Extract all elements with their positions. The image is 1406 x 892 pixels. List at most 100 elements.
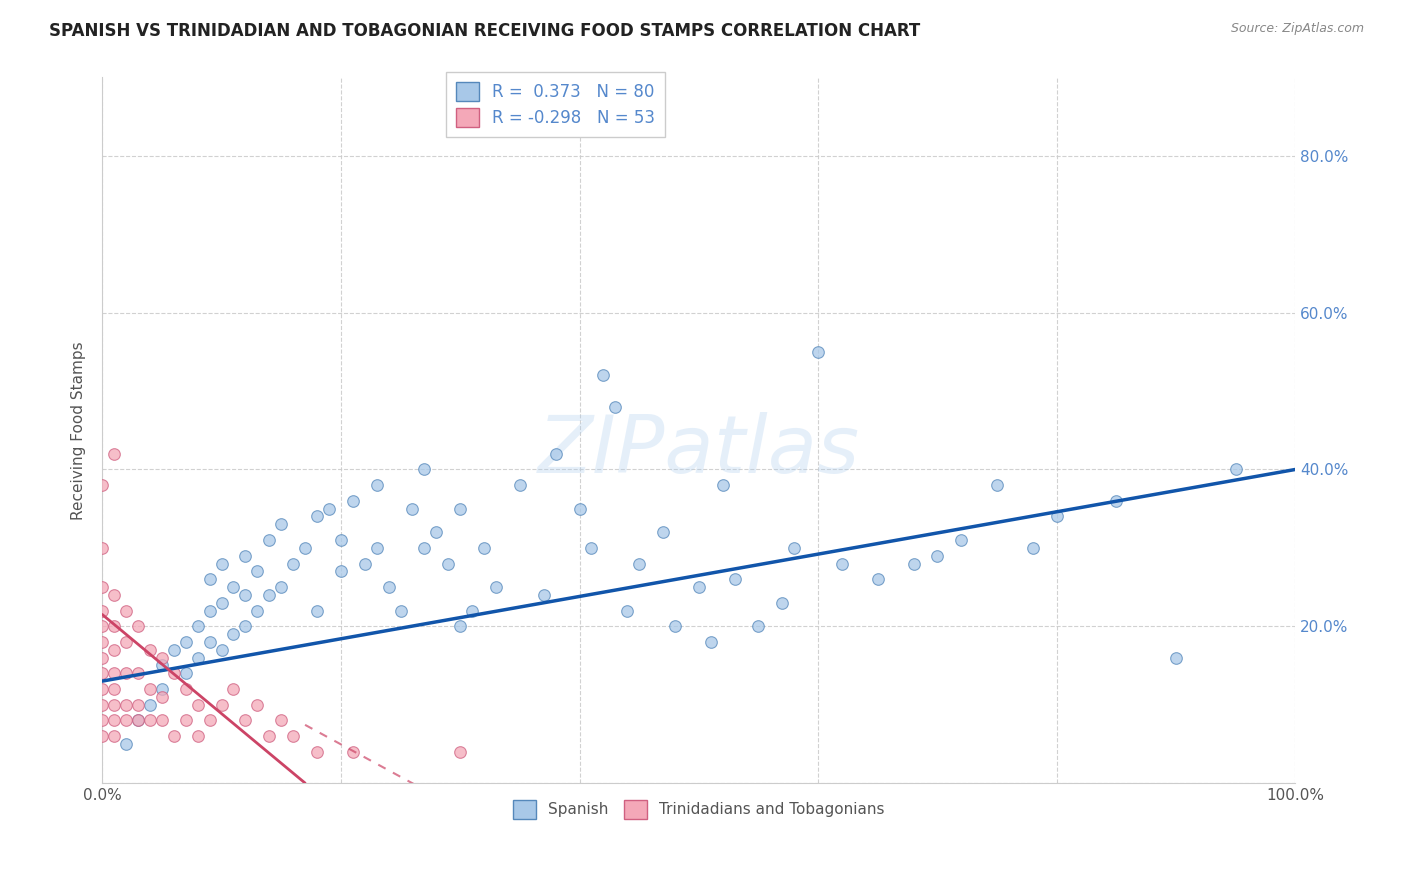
Point [127,619,149,633]
Point [270,714,292,728]
Point [377,580,399,594]
Point [139,698,162,712]
Point [259,588,281,602]
Point [91,650,114,665]
Text: SPANISH VS TRINIDADIAN AND TOBAGONIAN RECEIVING FOOD STAMPS CORRELATION CHART: SPANISH VS TRINIDADIAN AND TOBAGONIAN RE… [49,22,921,40]
Legend: Spanish, Trinidadians and Tobagonians: Spanish, Trinidadians and Tobagonians [508,794,890,825]
Point [150,658,173,673]
Point [927,549,949,563]
Point [449,501,471,516]
Point [103,619,125,633]
Point [688,580,710,594]
Point [127,666,149,681]
Point [198,714,221,728]
Point [115,698,138,712]
Y-axis label: Receiving Food Stamps: Receiving Food Stamps [72,341,86,519]
Point [211,557,233,571]
Point [342,493,364,508]
Point [592,368,614,383]
Point [91,478,114,492]
Point [91,714,114,728]
Point [103,447,125,461]
Point [401,501,423,516]
Point [163,642,186,657]
Point [211,596,233,610]
Point [103,714,125,728]
Point [246,603,269,617]
Point [581,541,603,555]
Point [115,737,138,751]
Point [103,729,125,743]
Point [174,666,197,681]
Point [472,541,495,555]
Point [187,729,209,743]
Point [831,557,853,571]
Point [652,525,675,540]
Point [198,635,221,649]
Point [103,588,125,602]
Point [270,580,292,594]
Point [449,745,471,759]
Point [103,666,125,681]
Point [174,714,197,728]
Point [103,681,125,696]
Point [91,580,114,594]
Point [783,541,806,555]
Point [723,572,745,586]
Point [461,603,484,617]
Point [270,517,292,532]
Point [747,619,769,633]
Point [91,603,114,617]
Point [235,714,257,728]
Point [211,698,233,712]
Point [305,509,328,524]
Point [616,603,638,617]
Point [305,603,328,617]
Point [329,533,352,547]
Point [103,642,125,657]
Point [1046,509,1069,524]
Point [986,478,1008,492]
Point [139,681,162,696]
Point [174,681,197,696]
Point [91,635,114,649]
Point [807,344,830,359]
Point [329,565,352,579]
Point [91,681,114,696]
Point [222,580,245,594]
Point [294,541,316,555]
Point [1105,493,1128,508]
Point [413,462,436,476]
Point [628,557,651,571]
Point [150,690,173,704]
Point [103,698,125,712]
Point [150,650,173,665]
Point [449,619,471,633]
Point [235,619,257,633]
Point [127,714,149,728]
Point [246,565,269,579]
Point [139,714,162,728]
Point [187,698,209,712]
Point [366,478,388,492]
Point [91,541,114,555]
Point [187,650,209,665]
Point [1166,650,1188,665]
Point [305,745,328,759]
Point [544,447,567,461]
Point [568,501,591,516]
Point [711,478,734,492]
Text: Source: ZipAtlas.com: Source: ZipAtlas.com [1230,22,1364,36]
Point [150,714,173,728]
Point [437,557,460,571]
Point [174,635,197,649]
Point [198,572,221,586]
Point [770,596,793,610]
Point [91,698,114,712]
Point [91,619,114,633]
Point [211,642,233,657]
Point [139,642,162,657]
Point [198,603,221,617]
Point [222,627,245,641]
Point [127,698,149,712]
